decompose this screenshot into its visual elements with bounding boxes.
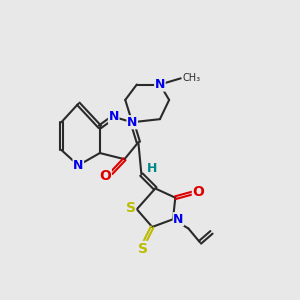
- Text: S: S: [138, 242, 148, 256]
- Text: N: N: [155, 78, 165, 91]
- Text: N: N: [109, 110, 119, 123]
- Text: CH₃: CH₃: [182, 73, 200, 83]
- Text: N: N: [173, 213, 184, 226]
- Text: O: O: [99, 169, 111, 183]
- Text: S: S: [126, 201, 136, 215]
- Text: O: O: [193, 184, 204, 199]
- Text: N: N: [73, 159, 83, 172]
- Text: H: H: [147, 162, 158, 175]
- Text: N: N: [127, 116, 137, 129]
